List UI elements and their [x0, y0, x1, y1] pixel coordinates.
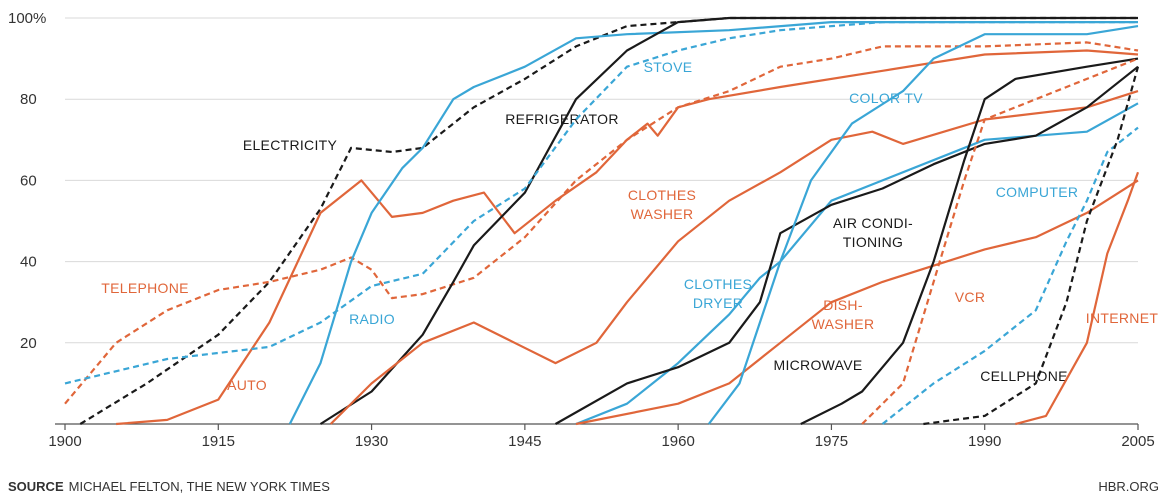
source-label: SOURCE [8, 479, 64, 494]
series-label: ELECTRICITY [243, 137, 338, 153]
x-tick-label: 1915 [202, 433, 235, 450]
series-label: REFRIGERATOR [505, 111, 619, 127]
series-label: INTERNET [1086, 310, 1159, 326]
y-tick-label: 40 [20, 254, 37, 271]
series-line [64, 21, 1138, 385]
series-line [707, 25, 1139, 425]
series-label: CLOTHES DRYER [684, 276, 752, 311]
series-label-line: WASHER [812, 316, 875, 332]
series-label-line: WASHER [631, 206, 694, 222]
series-label-line: TIONING [843, 234, 903, 250]
series-line [861, 57, 1139, 425]
series-line [575, 179, 1139, 426]
series-label: COMPUTER [996, 184, 1079, 200]
series-label: CLOTHES WASHER [628, 187, 696, 222]
series-label: TELEPHONE [101, 280, 189, 296]
series-label: CELLPHONE [980, 368, 1068, 384]
series-line [800, 57, 1139, 425]
x-tick-label: 1930 [355, 433, 388, 450]
series-line [116, 49, 1139, 426]
series-line [1015, 171, 1140, 426]
series-label-line: DRYER [693, 295, 743, 311]
series-line [79, 16, 1138, 425]
series-line [64, 41, 1139, 405]
series-label: AIR CONDI- TIONING [833, 215, 913, 250]
y-tick-label: 60 [20, 172, 37, 189]
series-line [923, 66, 1140, 426]
x-tick-label: 1900 [48, 433, 81, 450]
series-label-line: CLOTHES [684, 276, 752, 292]
series-line [319, 16, 1138, 425]
series-label: AUTO [227, 377, 267, 393]
series-line [881, 126, 1139, 425]
x-tick-label: 1960 [661, 433, 694, 450]
series-label: RADIO [349, 311, 395, 327]
x-tick-label: 1975 [815, 433, 848, 450]
series-label: STOVE [644, 59, 693, 75]
series-label-line: AIR CONDI- [833, 215, 913, 231]
series-label: COLOR TV [849, 90, 923, 106]
series-line [288, 21, 1138, 425]
x-tick-label: 2005 [1121, 433, 1154, 450]
series-label: DISH- WASHER [812, 297, 875, 332]
series-line [329, 90, 1139, 425]
x-tick-label: 1945 [508, 433, 541, 450]
series-label: VCR [955, 289, 985, 305]
source-text: MICHAEL FELTON, THE NEW YORK TIMES [69, 479, 331, 494]
series-line [554, 65, 1139, 425]
x-tick-label: 1990 [968, 433, 1001, 450]
series-label: MICROWAVE [773, 357, 862, 373]
credit: HBR.ORG [1098, 479, 1159, 494]
series-label-line: CLOTHES [628, 187, 696, 203]
y-tick-label: 20 [20, 335, 37, 352]
y-tick-label: 80 [20, 91, 37, 108]
y-tick-label: 100% [8, 10, 46, 27]
source-note: SOURCE MICHAEL FELTON, THE NEW YORK TIMES [8, 479, 330, 494]
series-label-line: DISH- [823, 297, 863, 313]
